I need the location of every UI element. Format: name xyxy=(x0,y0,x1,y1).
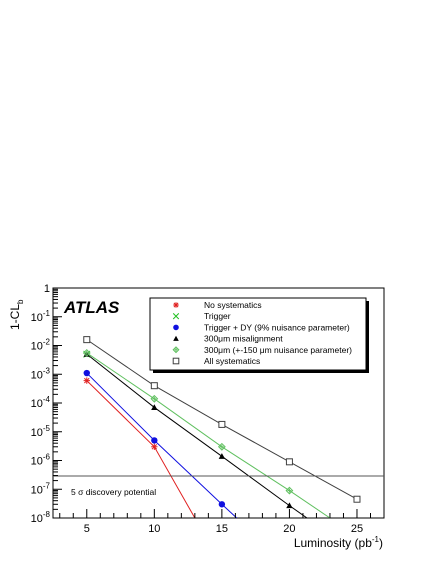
series-point xyxy=(151,444,157,450)
x-tick-label: 25 xyxy=(351,523,363,535)
y-tick-exp: -1 xyxy=(43,309,51,318)
y-tick-base: 10 xyxy=(31,369,43,381)
legend-label: 300μm (+-150 μm nuisance parameter) xyxy=(204,345,352,355)
series-point xyxy=(219,453,225,459)
legend-label: Trigger xyxy=(204,311,231,321)
series-point xyxy=(219,444,225,450)
y-tick-base: 10 xyxy=(31,312,43,324)
y-tick-label: 10-4 xyxy=(31,395,51,410)
y-axis-title-main: 1-CL xyxy=(8,304,22,330)
series-point xyxy=(286,487,292,493)
series-point xyxy=(84,377,90,383)
y-tick-base: 10 xyxy=(31,484,43,496)
y-tick-base: 10 xyxy=(31,456,43,468)
y-axis: 110-110-210-310-410-510-610-710-8 xyxy=(31,283,62,525)
series-point xyxy=(151,437,157,443)
series-point xyxy=(173,325,179,331)
y-tick-exp: -7 xyxy=(43,481,51,490)
x-axis-title-tail: ) xyxy=(379,536,383,550)
legend-label: Trigger + DY (9% nuisance parameter) xyxy=(204,322,350,332)
y-tick-base: 10 xyxy=(31,513,43,525)
y-axis-title-sub: b xyxy=(16,299,25,304)
series-point xyxy=(173,302,179,308)
series-point xyxy=(219,421,225,427)
x-tick-label: 10 xyxy=(148,523,160,535)
y-tick-exp: -4 xyxy=(43,395,51,404)
legend-label: 300μm misalignment xyxy=(204,334,283,344)
series-point xyxy=(219,501,225,507)
series-point xyxy=(84,337,90,343)
y-tick-base: 10 xyxy=(31,398,43,410)
y-tick-exp: -6 xyxy=(43,453,51,462)
series-point xyxy=(151,396,157,402)
series-line xyxy=(87,381,195,518)
x-axis-title-main: Luminosity (pb xyxy=(294,536,372,550)
series-point xyxy=(286,459,292,465)
y-tick-label: 10-3 xyxy=(31,366,51,381)
y-tick-label: 10-1 xyxy=(31,309,51,324)
legend-label: All systematics xyxy=(204,356,260,366)
y-tick-exp: -3 xyxy=(43,366,51,375)
y-axis-title: 1-CLb xyxy=(8,299,25,330)
y-tick-base: 10 xyxy=(31,427,43,439)
y-tick-label: 10-7 xyxy=(31,481,51,496)
x-tick-label: 5 xyxy=(84,523,90,535)
atlas-logo: ATLAS xyxy=(63,298,120,317)
y-tick-label: 10-8 xyxy=(31,510,51,525)
y-tick-exp: -8 xyxy=(43,510,51,519)
y-tick-exp: -2 xyxy=(43,338,51,347)
y-tick-label: 1 xyxy=(44,283,50,295)
discovery-label: 5 σ discovery potential xyxy=(71,487,156,497)
x-axis: 5 10 15 20 25 xyxy=(60,509,371,535)
series-point xyxy=(354,496,360,502)
x-tick-label: 15 xyxy=(216,523,228,535)
y-tick-base: 10 xyxy=(31,341,43,353)
y-tick-label: 10-5 xyxy=(31,424,51,439)
y-tick-exp: -5 xyxy=(43,424,51,433)
series-point xyxy=(286,502,292,508)
y-tick-label: 10-2 xyxy=(31,338,51,353)
x-tick-label: 20 xyxy=(283,523,295,535)
legend-label: No systematics xyxy=(204,300,262,310)
series-point xyxy=(173,358,179,364)
series-point xyxy=(151,383,157,389)
series-point xyxy=(84,370,90,376)
x-axis-title: Luminosity (pb-1) xyxy=(294,535,383,550)
y-tick-label: 10-6 xyxy=(31,453,51,468)
